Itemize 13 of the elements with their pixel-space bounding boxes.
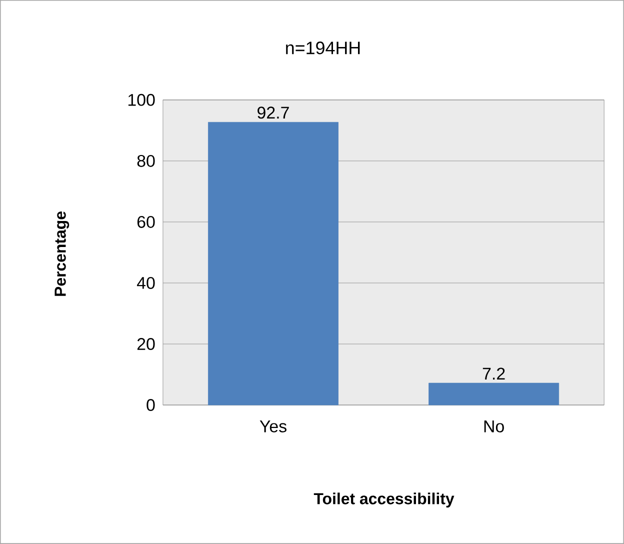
- x-axis-title: Toilet accessibility: [314, 492, 454, 508]
- chart-title: n=194HH: [286, 42, 360, 54]
- y-tick-label: 0: [146, 399, 155, 412]
- data-label: 92.7: [258, 106, 289, 119]
- y-tick-label: 100: [128, 94, 155, 106]
- y-tick-label: 60: [137, 216, 155, 228]
- y-tick-label: 80: [137, 154, 155, 167]
- y-tick-label: 20: [137, 338, 155, 350]
- data-label: 7.2: [482, 368, 505, 380]
- x-tick-label: No: [484, 420, 504, 432]
- y-axis-title: Percentage: [54, 212, 70, 296]
- x-tick-label: Yes: [260, 420, 286, 432]
- y-tick-label: 40: [136, 276, 155, 289]
